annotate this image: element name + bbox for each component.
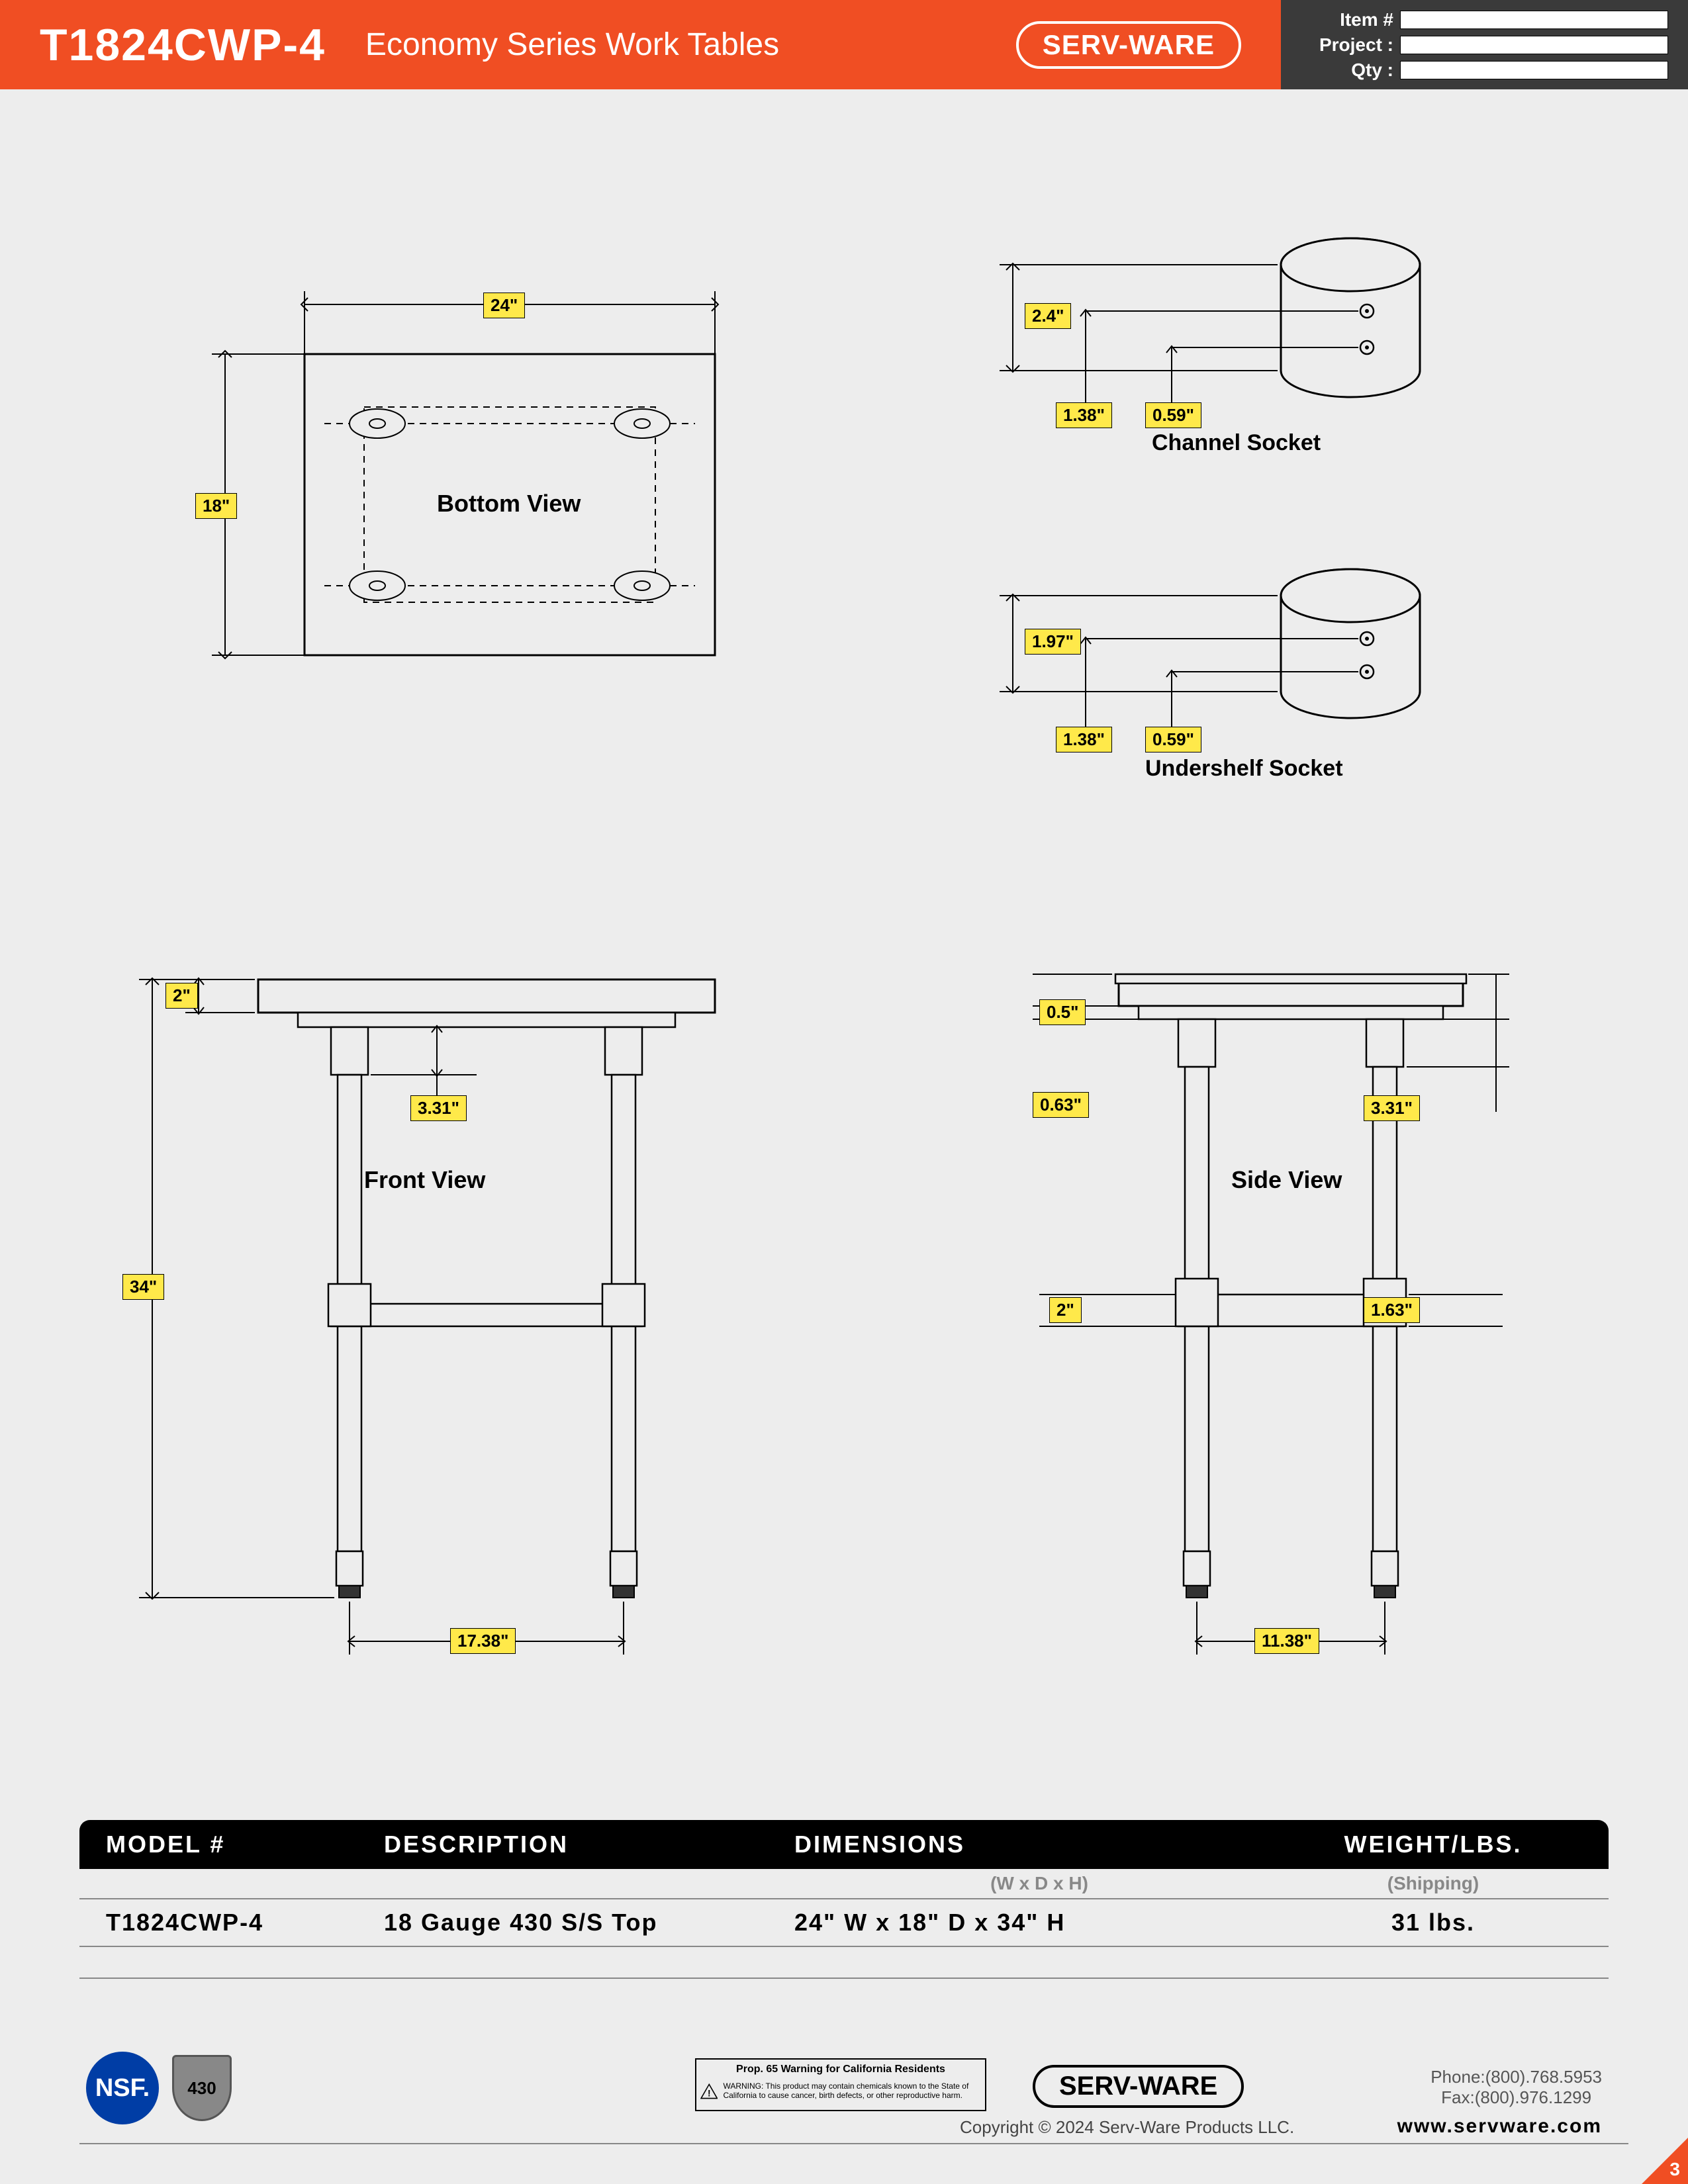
bottom-view-diagram: 24" 18" Bottom View (172, 251, 741, 702)
undershelf-socket-label: Undershelf Socket (1145, 756, 1343, 782)
label-qty: Qty : (1294, 60, 1393, 81)
footer-brand-logo: SERV-WARE (1033, 2065, 1244, 2108)
th-desc: DESCRIPTION (384, 1831, 794, 1858)
website: www.servware.com (1397, 2115, 1602, 2138)
field-qty[interactable] (1400, 61, 1668, 79)
spec-table: MODEL # DESCRIPTION DIMENSIONS WEIGHT/LB… (79, 1820, 1609, 1979)
subtitle: Economy Series Work Tables (365, 26, 779, 63)
side-view-label: Side View (1231, 1166, 1342, 1194)
th-weight: WEIGHT/LBS. (1284, 1831, 1582, 1858)
cert-badges: NSF. 430 (86, 2052, 232, 2124)
contact-info: Phone:(800).768.5953 Fax:(800).976.1299 (1430, 2067, 1602, 2108)
footer-rule (79, 2143, 1628, 2144)
channel-socket-diagram: 2.4" 1.38" 0.59" Channel Socket (953, 218, 1496, 457)
header-form: Item # Project : Qty : (1281, 0, 1688, 89)
copyright: Copyright © 2024 Serv-Ware Products LLC. (960, 2117, 1294, 2138)
dim-front-span: 17.38" (450, 1628, 516, 1654)
channel-socket-label: Channel Socket (1152, 430, 1321, 456)
svg-text:!: ! (708, 2088, 711, 2098)
dim-side-331: 3.31" (1364, 1095, 1420, 1121)
dim-under-d2: 0.59" (1145, 727, 1201, 752)
dim-front-34: 34" (122, 1274, 164, 1300)
td-dims: 24" W x 18" D x 34" H (794, 1909, 1284, 1936)
side-view-diagram: 0.5" 0.63" 3.31" 2" 1.63" 11.38" Side Vi… (993, 913, 1575, 1688)
undershelf-socket-diagram: 1.97" 1.38" 0.59" Undershelf Socket (953, 549, 1496, 788)
form-row-item: Item # (1294, 9, 1668, 30)
spec-blank-row (79, 1947, 1609, 1979)
model-title: T1824CWP-4 (40, 19, 326, 71)
spec-subheader: (W x D x H) (Shipping) (79, 1869, 1609, 1899)
sub-dims: (W x D x H) (794, 1873, 1284, 1894)
header-orange: T1824CWP-4 Economy Series Work Tables SE… (0, 0, 1281, 89)
page-number: 3 (1642, 2138, 1688, 2184)
prop65-title: Prop. 65 Warning for California Resident… (700, 2064, 981, 2075)
field-item[interactable] (1400, 11, 1668, 29)
bottom-view-label: Bottom View (437, 490, 581, 518)
dim-channel-d1: 1.38" (1056, 402, 1112, 428)
field-project[interactable] (1400, 36, 1668, 54)
warning-icon: ! (700, 2077, 718, 2106)
dim-side-2: 2" (1049, 1297, 1082, 1323)
nsf-badge: NSF. (86, 2052, 159, 2124)
header: T1824CWP-4 Economy Series Work Tables SE… (0, 0, 1688, 89)
spec-header-row: MODEL # DESCRIPTION DIMENSIONS WEIGHT/LB… (79, 1820, 1609, 1869)
dim-channel-d2: 0.59" (1145, 402, 1201, 428)
th-dims: DIMENSIONS (794, 1831, 1284, 1858)
fax: Fax:(800).976.1299 (1430, 2087, 1602, 2108)
td-desc: 18 Gauge 430 S/S Top (384, 1909, 794, 1936)
td-weight: 31 lbs. (1284, 1909, 1582, 1936)
phone: Phone:(800).768.5953 (1430, 2067, 1602, 2087)
dim-side-163: 1.63" (1364, 1297, 1420, 1323)
dim-front-2: 2" (165, 983, 198, 1009)
prop65-warning: Prop. 65 Warning for California Resident… (695, 2058, 986, 2111)
label-project: Project : (1294, 34, 1393, 56)
brand-logo: SERV-WARE (1016, 21, 1241, 69)
label-item: Item # (1294, 9, 1393, 30)
dim-side-05: 0.5" (1039, 999, 1086, 1025)
form-row-project: Project : (1294, 34, 1668, 56)
dim-front-331: 3.31" (410, 1095, 467, 1121)
front-view-diagram: 2" 34" 3.31" 17.38" Front View (106, 913, 768, 1688)
dim-channel-h: 2.4" (1025, 303, 1071, 329)
th-model: MODEL # (106, 1831, 384, 1858)
dim-side-063: 0.63" (1033, 1092, 1089, 1118)
td-model: T1824CWP-4 (106, 1909, 384, 1936)
prop65-text: WARNING: This product may contain chemic… (723, 2082, 981, 2101)
dim-side-span: 11.38" (1254, 1628, 1319, 1654)
dim-bottom-depth: 18" (195, 493, 237, 519)
dim-bottom-width: 24" (483, 293, 525, 318)
dim-under-h: 1.97" (1025, 629, 1081, 655)
dim-under-d1: 1.38" (1056, 727, 1112, 752)
spec-data-row: T1824CWP-4 18 Gauge 430 S/S Top 24" W x … (79, 1899, 1609, 1947)
sub-weight: (Shipping) (1284, 1873, 1582, 1894)
badge-430: 430 (172, 2055, 232, 2121)
footer: NSF. 430 Prop. 65 Warning for California… (0, 2052, 1688, 2184)
front-view-label: Front View (364, 1166, 485, 1194)
form-row-qty: Qty : (1294, 60, 1668, 81)
